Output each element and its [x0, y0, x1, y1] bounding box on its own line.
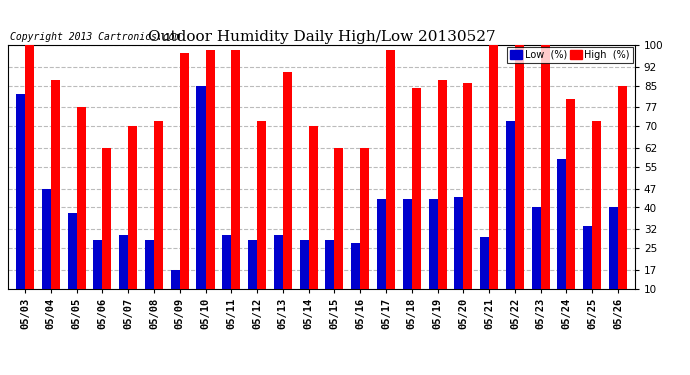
Bar: [403, 200, 412, 316]
Bar: [532, 207, 541, 316]
Bar: [377, 200, 386, 316]
Bar: [274, 235, 283, 316]
Bar: [386, 50, 395, 316]
Bar: [351, 243, 360, 316]
Title: Outdoor Humidity Daily High/Low 20130527: Outdoor Humidity Daily High/Low 20130527: [148, 30, 495, 44]
Bar: [145, 240, 154, 316]
Bar: [257, 121, 266, 316]
Bar: [222, 235, 231, 316]
Bar: [283, 72, 292, 316]
Bar: [179, 53, 189, 316]
Bar: [16, 94, 25, 316]
Bar: [506, 121, 515, 316]
Bar: [68, 213, 77, 316]
Bar: [231, 50, 240, 316]
Bar: [128, 126, 137, 316]
Bar: [308, 126, 317, 316]
Bar: [119, 235, 128, 316]
Bar: [197, 86, 206, 316]
Bar: [248, 240, 257, 316]
Bar: [360, 148, 369, 316]
Bar: [558, 159, 566, 316]
Bar: [102, 148, 111, 316]
Bar: [618, 86, 627, 316]
Bar: [454, 196, 464, 316]
Bar: [480, 237, 489, 316]
Bar: [412, 88, 421, 316]
Bar: [206, 50, 215, 316]
Bar: [437, 80, 446, 316]
Bar: [170, 270, 179, 316]
Bar: [515, 45, 524, 316]
Bar: [77, 107, 86, 316]
Bar: [464, 83, 473, 316]
Legend: Low  (%), High  (%): Low (%), High (%): [507, 47, 633, 63]
Bar: [335, 148, 344, 316]
Bar: [25, 45, 34, 316]
Bar: [609, 207, 618, 316]
Bar: [541, 45, 550, 316]
Text: Copyright 2013 Cartronics.com: Copyright 2013 Cartronics.com: [10, 32, 181, 42]
Bar: [326, 240, 335, 316]
Bar: [93, 240, 102, 316]
Bar: [51, 80, 60, 316]
Bar: [566, 99, 575, 316]
Bar: [299, 240, 308, 316]
Bar: [592, 121, 601, 316]
Bar: [489, 45, 498, 316]
Bar: [428, 200, 437, 316]
Bar: [154, 121, 163, 316]
Bar: [42, 189, 51, 316]
Bar: [583, 226, 592, 316]
